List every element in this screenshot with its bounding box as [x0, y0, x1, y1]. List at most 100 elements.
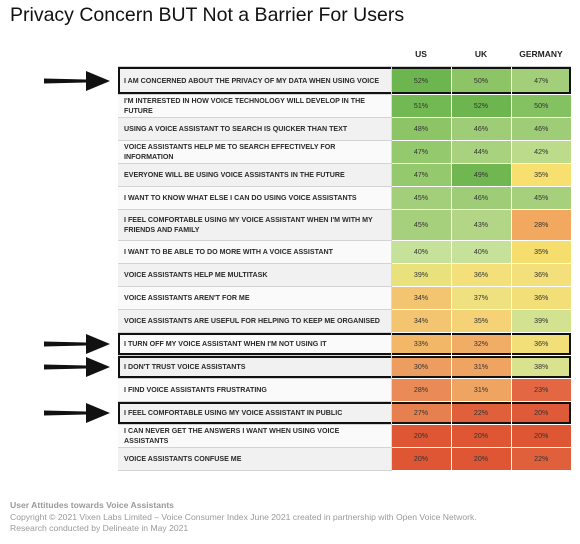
- cell-germany: 35%: [510, 240, 571, 264]
- cell-germany: 20%: [510, 424, 571, 448]
- table-row: VOICE ASSISTANTS HELP ME MULTITASK 39% 36%…: [118, 263, 571, 287]
- cell-uk: 37%: [450, 286, 511, 310]
- cell-germany: 28%: [510, 209, 571, 241]
- cell-uk: 46%: [450, 186, 511, 210]
- table-row-highlighted: I AM CONCERNED ABOUT THE PRIVACY OF MY D…: [118, 66, 571, 95]
- row-label: I'M INTERESTED IN HOW VOICE TECHNOLOGY W…: [118, 94, 392, 118]
- cell-germany: 36%: [510, 286, 571, 310]
- cell-germany: 36%: [510, 263, 571, 287]
- row-label: I FEEL COMFORTABLE USING MY VOICE ASSIST…: [118, 401, 392, 425]
- table-row: EVERYONE WILL BE USING VOICE ASSISTANTS …: [118, 163, 571, 187]
- table-row: I FEEL COMFORTABLE USING MY VOICE ASSIST…: [118, 209, 571, 241]
- cell-germany: 22%: [510, 447, 571, 471]
- cell-uk: 49%: [450, 163, 511, 187]
- cell-uk: 40%: [450, 240, 511, 264]
- cell-germany: 39%: [510, 309, 571, 333]
- row-label: I DON'T TRUST VOICE ASSISTANTS: [118, 355, 392, 379]
- row-label: I CAN NEVER GET THE ANSWERS I WANT WHEN …: [118, 424, 392, 448]
- table-row: USING A VOICE ASSISTANT TO SEARCH IS QUI…: [118, 117, 571, 141]
- cell-us: 52%: [390, 66, 451, 95]
- cell-us: 39%: [390, 263, 451, 287]
- table-row: VOICE ASSISTANTS ARE USEFUL FOR HELPING …: [118, 309, 571, 333]
- cell-uk: 31%: [450, 355, 511, 379]
- row-label: I FIND VOICE ASSISTANTS FRUSTRATING: [118, 378, 392, 402]
- cell-germany: 47%: [510, 66, 571, 95]
- row-label: VOICE ASSISTANTS HELP ME MULTITASK: [118, 263, 392, 287]
- cell-uk: 36%: [450, 263, 511, 287]
- heatmap-body: I AM CONCERNED ABOUT THE PRIVACY OF MY D…: [118, 66, 571, 471]
- row-label: VOICE ASSISTANTS ARE USEFUL FOR HELPING …: [118, 309, 392, 333]
- cell-us: 47%: [390, 140, 451, 164]
- cell-uk: 32%: [450, 332, 511, 356]
- footer-copyright: Copyright © 2021 Vixen Labs Limited – Vo…: [10, 511, 477, 522]
- cell-germany: 35%: [510, 163, 571, 187]
- cell-us: 20%: [390, 424, 451, 448]
- cell-us: 47%: [390, 163, 451, 187]
- column-header-germany: GERMANY: [511, 41, 571, 67]
- row-label: I AM CONCERNED ABOUT THE PRIVACY OF MY D…: [118, 66, 392, 95]
- cell-uk: 44%: [450, 140, 511, 164]
- cell-uk: 22%: [450, 401, 511, 425]
- footer-source-title: User Attitudes towards Voice Assistants: [10, 500, 174, 510]
- cell-uk: 52%: [450, 94, 511, 118]
- table-row-highlighted: I TURN OFF MY VOICE ASSISTANT WHEN I'M N…: [118, 332, 571, 356]
- cell-us: 20%: [390, 447, 451, 471]
- cell-germany: 38%: [510, 355, 571, 379]
- cell-germany: 20%: [510, 401, 571, 425]
- cell-uk: 31%: [450, 378, 511, 402]
- header-row: US UK GERMANY: [118, 41, 571, 67]
- cell-us: 45%: [390, 209, 451, 241]
- cell-us: 34%: [390, 309, 451, 333]
- cell-uk: 43%: [450, 209, 511, 241]
- cell-us: 45%: [390, 186, 451, 210]
- column-header-us: US: [391, 41, 451, 67]
- cell-uk: 50%: [450, 66, 511, 95]
- cell-uk: 20%: [450, 424, 511, 448]
- table-row: I WANT TO KNOW WHAT ELSE I CAN DO USING …: [118, 186, 571, 210]
- cell-germany: 45%: [510, 186, 571, 210]
- table-row: VOICE ASSISTANTS AREN'T FOR ME 34% 37% 36%: [118, 286, 571, 310]
- cell-germany: 50%: [510, 94, 571, 118]
- cell-uk: 46%: [450, 117, 511, 141]
- row-label: VOICE ASSISTANTS CONFUSE ME: [118, 447, 392, 471]
- table-row: I CAN NEVER GET THE ANSWERS I WANT WHEN …: [118, 424, 571, 448]
- arrow-right-icon: [44, 357, 110, 377]
- cell-germany: 42%: [510, 140, 571, 164]
- cell-uk: 35%: [450, 309, 511, 333]
- row-label: I WANT TO BE ABLE TO DO MORE WITH A VOIC…: [118, 240, 392, 264]
- arrow-right-icon: [44, 70, 110, 91]
- row-label: VOICE ASSISTANTS AREN'T FOR ME: [118, 286, 392, 310]
- cell-uk: 20%: [450, 447, 511, 471]
- arrow-right-icon: [44, 403, 110, 423]
- table-row: VOICE ASSISTANTS CONFUSE ME 20% 20% 22%: [118, 447, 571, 471]
- cell-us: 51%: [390, 94, 451, 118]
- cell-germany: 23%: [510, 378, 571, 402]
- header-spacer: [118, 41, 391, 67]
- cell-us: 40%: [390, 240, 451, 264]
- table-row: I FIND VOICE ASSISTANTS FRUSTRATING 28% 31…: [118, 378, 571, 402]
- table-row: I'M INTERESTED IN HOW VOICE TECHNOLOGY W…: [118, 94, 571, 118]
- chart-title: Privacy Concern BUT Not a Barrier For Us…: [10, 4, 405, 26]
- row-label: I WANT TO KNOW WHAT ELSE I CAN DO USING …: [118, 186, 392, 210]
- cell-us: 48%: [390, 117, 451, 141]
- footer: User Attitudes towards Voice Assistants …: [10, 500, 477, 535]
- table-row-highlighted: I DON'T TRUST VOICE ASSISTANTS 30% 31% 38%: [118, 355, 571, 379]
- column-header-uk: UK: [451, 41, 511, 67]
- cell-us: 33%: [390, 332, 451, 356]
- table-row: I WANT TO BE ABLE TO DO MORE WITH A VOIC…: [118, 240, 571, 264]
- cell-germany: 36%: [510, 332, 571, 356]
- table-row-highlighted: I FEEL COMFORTABLE USING MY VOICE ASSIST…: [118, 401, 571, 425]
- footer-research: Research conducted by Delineate in May 2…: [10, 523, 189, 533]
- heatmap-table: US UK GERMANY I AM CONCERNED ABOUT THE P…: [118, 41, 571, 471]
- cell-us: 34%: [390, 286, 451, 310]
- cell-us: 30%: [390, 355, 451, 379]
- arrow-right-icon: [44, 334, 110, 354]
- cell-us: 28%: [390, 378, 451, 402]
- cell-us: 27%: [390, 401, 451, 425]
- row-label: EVERYONE WILL BE USING VOICE ASSISTANTS …: [118, 163, 392, 187]
- table-row: VOICE ASSISTANTS HELP ME TO SEARCH EFFEC…: [118, 140, 571, 164]
- row-label: I TURN OFF MY VOICE ASSISTANT WHEN I'M N…: [118, 332, 392, 356]
- row-label: I FEEL COMFORTABLE USING MY VOICE ASSIST…: [118, 209, 392, 241]
- row-label: VOICE ASSISTANTS HELP ME TO SEARCH EFFEC…: [118, 140, 392, 164]
- row-label: USING A VOICE ASSISTANT TO SEARCH IS QUI…: [118, 117, 392, 141]
